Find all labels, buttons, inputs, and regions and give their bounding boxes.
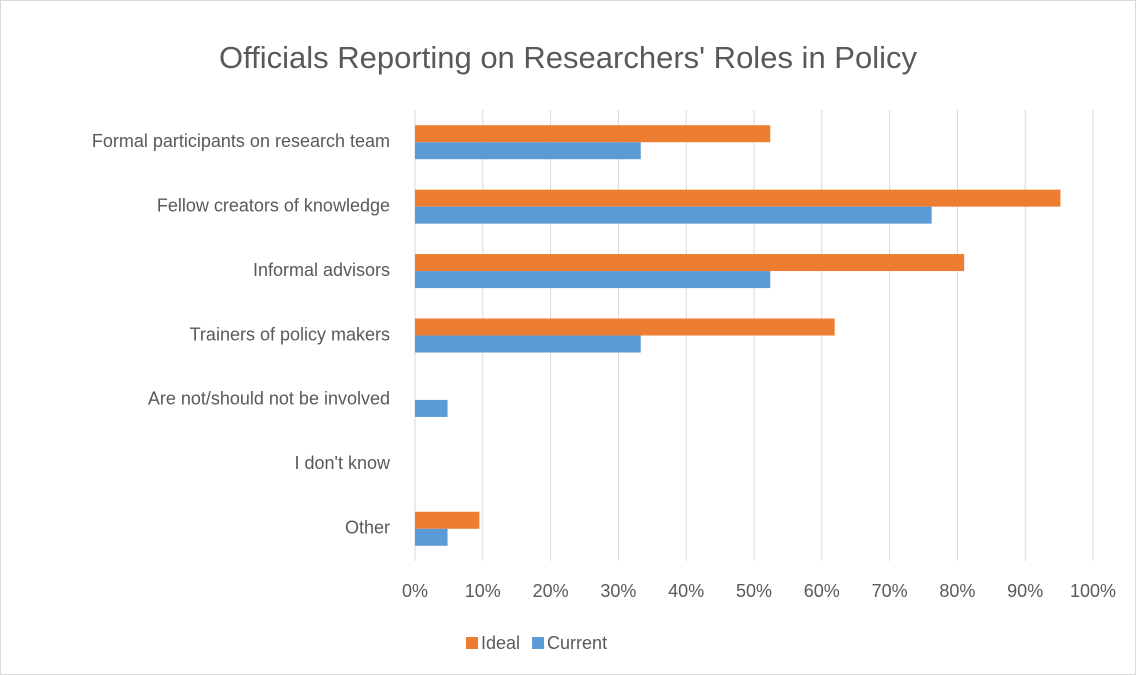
- chart-title: Officials Reporting on Researchers' Role…: [219, 40, 917, 75]
- x-tick-label: 70%: [872, 581, 908, 601]
- bar: [415, 528, 448, 546]
- y-tick-label: Formal participants on research team: [92, 131, 390, 151]
- x-tick-label: 10%: [465, 581, 501, 601]
- x-tick-label: 60%: [804, 581, 840, 601]
- x-tick-label: 50%: [736, 581, 772, 601]
- x-tick-label: 40%: [668, 581, 704, 601]
- bar: [415, 125, 771, 143]
- x-tick-label: 100%: [1070, 581, 1116, 601]
- bar: [415, 335, 641, 353]
- x-tick-label: 30%: [600, 581, 636, 601]
- y-tick-label: Are not/should not be involved: [148, 389, 390, 409]
- legend-label: Current: [547, 633, 607, 653]
- bar: [415, 271, 771, 289]
- y-tick-label: Informal advisors: [253, 260, 390, 280]
- bar: [415, 189, 1061, 207]
- bar: [415, 142, 641, 160]
- legend-swatch: [532, 637, 545, 649]
- y-tick-label: Fellow creators of knowledge: [157, 195, 390, 215]
- legend-swatch: [466, 637, 478, 649]
- y-tick-label: Trainers of policy makers: [190, 324, 390, 344]
- bar: [415, 399, 448, 417]
- legend-label: Ideal: [481, 633, 520, 653]
- bar: [415, 254, 965, 272]
- bar: [415, 318, 835, 336]
- y-tick-label: Other: [345, 518, 390, 538]
- y-tick-label: I don't know: [295, 453, 391, 473]
- x-tick-label: 0%: [402, 581, 428, 601]
- bar: [415, 511, 480, 529]
- x-tick-label: 90%: [1007, 581, 1043, 601]
- x-tick-label: 80%: [939, 581, 975, 601]
- x-tick-label: 20%: [533, 581, 569, 601]
- bar: [415, 206, 932, 224]
